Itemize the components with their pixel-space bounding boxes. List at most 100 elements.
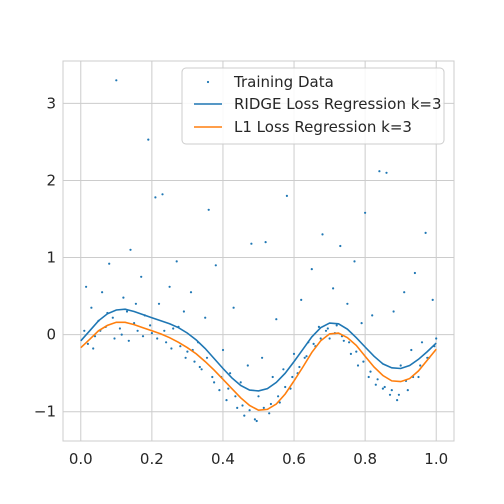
training-data-point	[400, 364, 402, 366]
training-data-point	[119, 327, 121, 329]
training-data-point	[377, 378, 379, 380]
training-data-point	[85, 286, 87, 288]
training-data-point	[179, 345, 181, 347]
training-data-point	[369, 371, 371, 373]
y-tick-label: 1	[46, 249, 56, 267]
x-tick-label: 0.8	[353, 450, 377, 468]
training-data-point	[176, 260, 178, 262]
training-data-point	[346, 303, 348, 305]
training-data-point	[286, 195, 288, 197]
training-data-point	[272, 376, 274, 378]
training-data-point	[353, 260, 355, 262]
training-data-point	[135, 303, 137, 305]
training-data-point	[227, 388, 229, 390]
training-data-point	[410, 349, 412, 351]
training-data-point	[169, 286, 171, 288]
training-data-point	[378, 170, 380, 172]
training-data-point	[375, 384, 377, 386]
training-data-point	[343, 340, 345, 342]
training-data-point	[348, 341, 350, 343]
training-data-point	[364, 212, 366, 214]
training-data-point	[339, 245, 341, 247]
training-data-point	[249, 409, 251, 411]
training-data-point	[327, 327, 329, 329]
training-data-point	[186, 351, 188, 353]
training-data-point	[234, 395, 236, 397]
training-data-point	[233, 307, 235, 309]
training-data-point	[385, 172, 387, 174]
training-data-point	[108, 263, 110, 265]
training-data-point	[156, 337, 158, 339]
training-data-point	[183, 310, 185, 312]
training-data-point	[361, 322, 363, 324]
training-data-point	[112, 317, 114, 319]
training-data-point	[414, 272, 416, 274]
training-data-point	[336, 324, 338, 326]
training-data-point	[407, 389, 409, 391]
training-data-point	[190, 291, 192, 293]
training-data-point	[321, 233, 323, 235]
training-data-point	[403, 291, 405, 293]
x-tick-label: 0.6	[282, 450, 306, 468]
training-data-point	[421, 341, 423, 343]
x-tick-label: 0.2	[140, 450, 164, 468]
training-data-point	[396, 399, 398, 401]
training-data-point	[115, 79, 117, 81]
training-data-point	[432, 299, 434, 301]
training-data-point	[270, 403, 272, 405]
training-data-point	[161, 193, 163, 195]
training-data-point	[151, 332, 153, 334]
training-data-point	[300, 299, 302, 301]
training-data-point	[215, 264, 217, 266]
x-tick-label: 1.0	[424, 450, 448, 468]
training-data-point	[257, 395, 259, 397]
training-data-point	[398, 394, 400, 396]
training-data-point	[298, 366, 300, 368]
training-data-point	[435, 337, 437, 339]
training-data-point	[355, 351, 357, 353]
y-tick-label: 3	[46, 94, 56, 112]
training-data-point	[277, 395, 279, 397]
training-data-point	[247, 364, 249, 366]
training-data-point	[282, 368, 284, 370]
training-data-point	[250, 243, 252, 245]
training-data-point	[254, 418, 256, 420]
training-data-point	[147, 139, 149, 141]
training-data-point	[261, 357, 263, 359]
training-data-point	[371, 314, 373, 316]
training-data-point	[268, 412, 270, 414]
training-data-point	[126, 310, 128, 312]
training-data-point	[362, 361, 364, 363]
training-data-point	[325, 330, 327, 332]
training-data-point	[305, 355, 307, 357]
training-data-point	[263, 407, 265, 409]
training-data-point	[389, 394, 391, 396]
training-data-point	[83, 330, 85, 332]
training-data-point	[265, 241, 267, 243]
training-data-point	[129, 249, 131, 251]
training-data-point	[172, 327, 174, 329]
training-data-point	[391, 389, 393, 391]
training-data-point	[393, 310, 395, 312]
training-data-point	[199, 366, 201, 368]
training-data-point	[122, 297, 124, 299]
legend-marker-training-data	[207, 81, 209, 83]
training-data-point	[137, 330, 139, 332]
y-tick-label: 2	[46, 171, 56, 189]
legend-label-training-data: Training Data	[233, 73, 334, 91]
training-data-point	[101, 291, 103, 293]
training-data-point	[213, 381, 215, 383]
training-data-point	[204, 317, 206, 319]
training-data-point	[170, 347, 172, 349]
training-data-point	[243, 415, 245, 417]
training-data-point	[158, 303, 160, 305]
training-data-point	[113, 337, 115, 339]
training-data-point	[236, 407, 238, 409]
training-data-point	[304, 357, 306, 359]
training-data-point	[425, 232, 427, 234]
training-data-point	[229, 372, 231, 374]
training-data-point	[201, 368, 203, 370]
training-data-point	[163, 330, 165, 332]
training-data-point	[293, 353, 295, 355]
